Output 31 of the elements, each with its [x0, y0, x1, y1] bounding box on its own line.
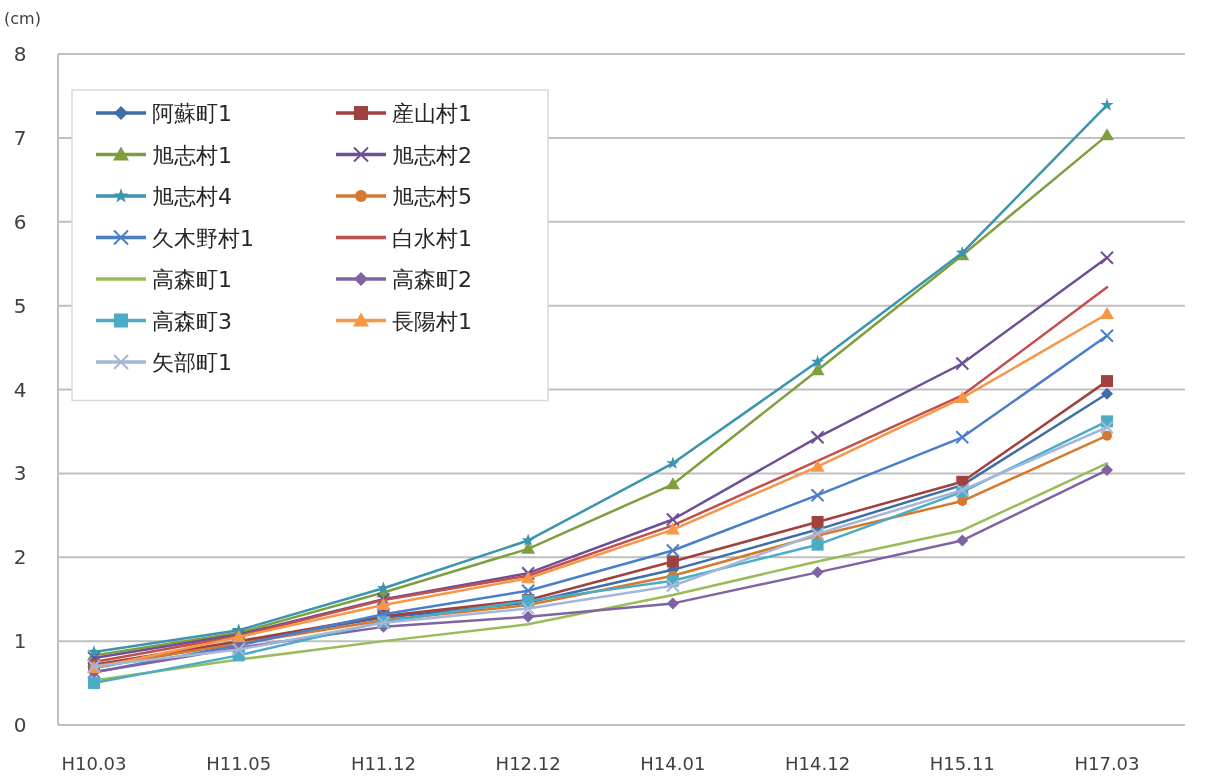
legend-label: 矢部町1	[152, 350, 232, 375]
y-tick-label: 0	[13, 713, 27, 737]
y-tick-label: 5	[13, 293, 27, 318]
x-tick-label: H15.11	[929, 753, 995, 774]
y-tick-label: 1	[13, 629, 27, 654]
x-tick-label: H10.03	[61, 753, 127, 774]
legend-label: 旭志村5	[392, 184, 472, 209]
y-axis-title: (cm)	[4, 9, 41, 28]
legend-label: 産山村1	[392, 101, 472, 126]
x-tick-label: H12.12	[495, 753, 561, 774]
legend-label: 高森町3	[152, 308, 232, 334]
y-tick-label: 2	[13, 545, 27, 570]
legend-label: 旭志村4	[152, 184, 232, 209]
y-tick-label: 6	[13, 209, 27, 234]
y-tick-label: 7	[13, 125, 27, 150]
x-tick-label: H14.12	[785, 753, 851, 774]
legend-label: 高森町1	[152, 267, 232, 292]
x-tick-label: H11.05	[206, 753, 272, 774]
y-tick-label: 8	[13, 42, 27, 66]
legend-label: 久木野村1	[152, 225, 254, 251]
legend-label: 旭志村2	[392, 142, 472, 168]
legend-label: 高森町2	[392, 267, 472, 292]
legend-label: 旭志村1	[152, 142, 232, 168]
legend-label: 阿蘇町1	[152, 101, 232, 126]
y-tick-label: 3	[13, 461, 27, 486]
x-tick-label: H11.12	[350, 753, 416, 774]
y-tick-label: 4	[13, 377, 27, 402]
legend-label: 長陽村1	[392, 308, 472, 334]
x-tick-label: H14.01	[640, 753, 706, 774]
legend-label: 白水村1	[392, 225, 472, 251]
x-tick-label: H17.03	[1074, 753, 1140, 774]
